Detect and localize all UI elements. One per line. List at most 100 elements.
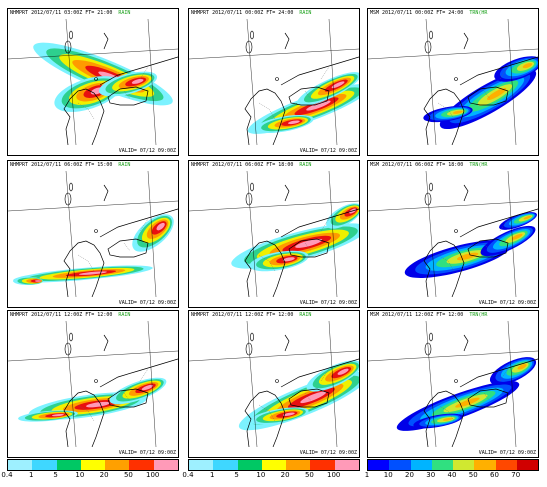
prefecture-borders xyxy=(258,368,330,422)
prefecture-borders xyxy=(77,368,149,422)
coastline-2 xyxy=(467,388,509,408)
prefecture-borders xyxy=(77,66,149,120)
coastline-3 xyxy=(99,358,178,388)
island-3 xyxy=(275,379,279,383)
colorbar-swatch-5 xyxy=(105,460,130,470)
rain-map xyxy=(368,171,538,297)
island-3 xyxy=(94,379,98,383)
panel-field-tag: TRN(HR xyxy=(469,10,488,16)
colorbar-tick-label: 5 xyxy=(234,471,239,479)
graticule-line-2 xyxy=(328,19,338,145)
island-1 xyxy=(245,192,253,206)
coastline-2 xyxy=(288,86,330,106)
graticule-line-3 xyxy=(189,200,359,212)
map-panel-5: NHMPRT 2012/07/11 06:00Z FT= 18:00 RAIN VA… xyxy=(188,160,360,308)
graticule-line-2 xyxy=(147,171,157,297)
coastline-4 xyxy=(284,184,290,202)
colorbar-tick-label: 0.4 xyxy=(182,471,194,479)
rain-map xyxy=(189,321,359,447)
colorbar-swatch-1 xyxy=(368,460,390,470)
colorbar-swatch-8 xyxy=(516,460,538,470)
valid-time: VALID= 07/12 09:00Z xyxy=(299,450,357,456)
graticule-line-2 xyxy=(328,321,338,447)
panel-header: MSM 2012/07/11 00:00Z FT= 24:00 TRN(HR xyxy=(370,10,487,16)
map-panel-3: MSM 2012/07/11 00:00Z FT= 24:00 TRN(HR xyxy=(367,8,539,156)
rain-area-2-level-6 xyxy=(517,363,527,370)
rain-area-2-level-6 xyxy=(51,414,64,417)
rain-area-1-level-6 xyxy=(306,100,331,111)
colorbar-swatch-4 xyxy=(431,460,453,470)
rain-area-3-level-6 xyxy=(452,110,463,114)
colorbar-swatch-6 xyxy=(129,460,154,470)
coastline-2 xyxy=(107,388,149,408)
panel-header-text: NHMPRT 2012/07/11 06:00Z FT= 15:00 xyxy=(10,162,113,168)
coastline-1 xyxy=(63,390,105,447)
rain-area-1-level-6 xyxy=(86,401,110,408)
rain-area-3-level-6 xyxy=(442,417,453,421)
graticule-line-3 xyxy=(189,48,359,60)
colorbar-tick-label: 5 xyxy=(53,471,58,479)
rain-map xyxy=(189,19,359,145)
coastline-1 xyxy=(423,240,465,297)
coastline-3 xyxy=(99,208,178,238)
graticule-line-1 xyxy=(65,321,77,447)
island-1 xyxy=(424,192,432,206)
rain-map xyxy=(8,19,178,145)
prefecture-borders xyxy=(77,218,149,272)
rain-map xyxy=(8,321,178,447)
rain-map xyxy=(368,19,538,145)
colorbar-tick-label: 1 xyxy=(29,471,34,479)
colorbar-tick-label: 0.4 xyxy=(1,471,13,479)
island-1 xyxy=(64,192,72,206)
panel-field-tag: RAIN xyxy=(299,10,312,16)
prefecture-borders xyxy=(437,218,509,272)
island-1 xyxy=(424,40,432,54)
colorbar-tick-label: 30 xyxy=(426,471,436,479)
colorbar-tick-label: 20 xyxy=(99,471,109,479)
coastline-4 xyxy=(284,32,290,50)
colorbar-tick-label: 1 xyxy=(364,471,370,479)
rain-area-2-level-6 xyxy=(511,233,523,240)
coastline-1 xyxy=(244,390,286,447)
graticule-line-2 xyxy=(147,19,157,145)
colorbar-tick-label: 40 xyxy=(447,471,457,479)
graticule-line-3 xyxy=(368,48,538,60)
coastline-3 xyxy=(459,358,538,388)
colorbar-swatch-1 xyxy=(189,460,214,470)
colorbar-swatch-4 xyxy=(80,460,106,470)
prefecture-borders xyxy=(437,66,509,120)
colorbar-swatch-6 xyxy=(310,460,335,470)
graticule-line-1 xyxy=(65,19,77,145)
colorbar-nhm-middle xyxy=(188,459,360,471)
coastline-3 xyxy=(459,208,538,238)
rain-area-3-level-6 xyxy=(35,280,41,282)
graticule-line-3 xyxy=(368,350,538,362)
map-panel-8: NHMPRT 2012/07/11 12:00Z FT= 12:00 RAIN VA… xyxy=(188,310,360,458)
graticule-line-1 xyxy=(425,171,437,297)
rain-area-2-level-6 xyxy=(331,81,345,89)
panel-header-text: NHMPRT 2012/07/11 12:00Z FT= 12:00 xyxy=(10,312,113,318)
rain-map xyxy=(189,171,359,297)
panel-field-tag: RAIN xyxy=(118,312,131,318)
colorbar-tick-label: 20 xyxy=(280,471,290,479)
rain-area-3-level-6 xyxy=(523,215,532,220)
valid-time: VALID= 07/12 09:00Z xyxy=(118,148,176,154)
coastline-1 xyxy=(423,390,465,447)
island-2 xyxy=(250,30,254,40)
coastline-2 xyxy=(288,388,330,408)
panel-header: NHMPRT 2012/07/11 06:00Z FT= 15:00 RAIN xyxy=(10,162,130,168)
island-2 xyxy=(69,332,73,342)
colorbar-swatch-1 xyxy=(8,460,33,470)
coastline-3 xyxy=(99,56,178,86)
rain-map xyxy=(8,171,178,297)
colorbar-nhm-left-ticks: 0.4 1 5 10 20 50 100 xyxy=(1,471,177,483)
panel-header-text: NHMPRT 2012/07/11 03:00Z FT= 21:00 xyxy=(10,10,113,16)
panel-header-text: NHMPRT 2012/07/11 06:00Z FT= 18:00 xyxy=(191,162,294,168)
island-3 xyxy=(275,77,279,81)
panel-header: NHMPRT 2012/07/11 12:00Z FT= 12:00 RAIN xyxy=(191,312,311,318)
colorbar-tick-label: 10 xyxy=(256,471,266,479)
colorbar-tick-label: 10 xyxy=(383,471,393,479)
rain-area-1-level-6 xyxy=(79,271,107,275)
island-1 xyxy=(245,40,253,54)
coastline-2 xyxy=(107,238,149,258)
